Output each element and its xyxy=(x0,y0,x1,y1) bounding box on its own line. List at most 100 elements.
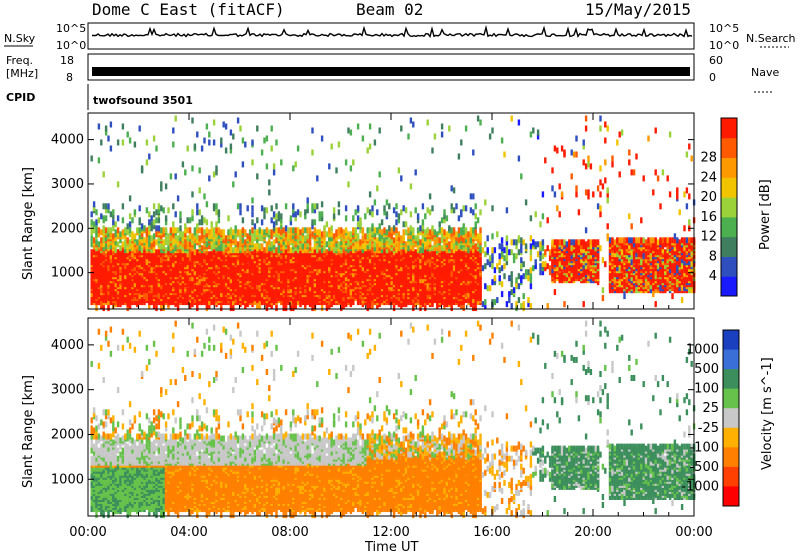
power-cell xyxy=(116,181,120,188)
power-cell xyxy=(138,279,141,286)
power-cell xyxy=(241,217,245,224)
power-cell xyxy=(179,263,182,270)
power-cell xyxy=(330,143,333,150)
power-cell xyxy=(193,227,197,234)
freq-tick-bottom: 8 xyxy=(66,71,73,84)
power-cell xyxy=(404,245,408,252)
power-cell xyxy=(196,249,199,256)
power-cell xyxy=(104,203,108,210)
power-cell xyxy=(356,243,360,250)
power-cell xyxy=(277,215,281,222)
power-cell xyxy=(116,139,120,146)
power-cell xyxy=(253,253,257,260)
power-cell xyxy=(284,249,288,256)
power-cell xyxy=(426,243,429,250)
cpid-value: twofsound 3501 xyxy=(93,94,193,107)
power-cell xyxy=(244,239,247,246)
power-cell xyxy=(229,233,233,240)
power-cell xyxy=(282,247,285,254)
power-cell xyxy=(313,249,317,256)
power-cell xyxy=(229,305,233,312)
power-cell xyxy=(196,237,199,244)
power-cell xyxy=(220,305,223,312)
power-cell xyxy=(186,239,189,246)
power-cell xyxy=(397,167,401,174)
power-cell xyxy=(205,201,209,208)
power-cell xyxy=(421,297,425,304)
power-cell xyxy=(313,207,317,214)
power-cell xyxy=(395,211,398,218)
power-cell xyxy=(332,207,336,214)
power-cell xyxy=(368,285,372,292)
power-cell xyxy=(390,271,393,278)
power-cell xyxy=(217,209,221,216)
power-cell xyxy=(169,293,173,300)
power-cell xyxy=(152,303,156,310)
power-cell xyxy=(424,241,427,248)
power-cell xyxy=(164,297,168,304)
power-cell xyxy=(332,247,336,254)
power-cell xyxy=(388,247,391,254)
power-cell xyxy=(301,269,305,276)
power-cell xyxy=(152,219,156,226)
power-cell xyxy=(253,267,257,274)
power-cell xyxy=(294,211,297,218)
power-cell xyxy=(116,231,120,238)
power-cell xyxy=(152,253,156,260)
power-cell xyxy=(136,239,139,246)
power-cell xyxy=(352,227,355,234)
power-cell xyxy=(121,229,125,236)
power-cell xyxy=(275,227,278,234)
power-cell xyxy=(131,245,134,252)
power-cell xyxy=(289,227,293,234)
power-cell xyxy=(426,207,429,214)
power-cell xyxy=(328,257,331,264)
power-cell xyxy=(215,239,218,246)
power-cell xyxy=(428,285,432,292)
power-cell xyxy=(397,245,401,252)
power-cell xyxy=(215,165,218,172)
power-cell xyxy=(157,225,161,232)
power-cell xyxy=(107,239,110,246)
power-cell xyxy=(205,227,209,234)
power-cell xyxy=(402,257,405,264)
power-cell xyxy=(140,261,144,268)
power-cell xyxy=(208,131,211,138)
power-cell xyxy=(186,235,189,242)
power-cell xyxy=(131,235,134,242)
power-cell xyxy=(433,237,437,244)
power-cell xyxy=(244,245,247,252)
power-cell xyxy=(368,227,372,234)
power-cell xyxy=(296,247,300,254)
power-cell xyxy=(157,203,161,210)
power-cell xyxy=(167,233,170,240)
power-cell xyxy=(407,245,410,252)
power-cell xyxy=(181,235,185,242)
power-cell xyxy=(337,233,341,240)
power-cell xyxy=(97,227,101,234)
power-cell xyxy=(116,265,120,272)
power-cell xyxy=(325,305,329,312)
power-cell xyxy=(392,207,396,214)
power-cell xyxy=(359,217,362,224)
power-cell xyxy=(251,273,254,280)
power-cell xyxy=(400,303,403,310)
power-cell xyxy=(232,229,235,236)
power-cell xyxy=(227,229,230,236)
power-cell xyxy=(395,247,398,254)
power-cell xyxy=(275,237,278,244)
power-cell xyxy=(215,235,218,242)
power-cell xyxy=(268,251,271,258)
power-cell xyxy=(395,285,398,292)
power-cell xyxy=(203,229,206,236)
power-cell xyxy=(294,227,297,234)
power-cell xyxy=(397,241,401,248)
power-cell xyxy=(172,247,175,254)
power-cell xyxy=(229,147,233,154)
power-cell xyxy=(212,275,216,282)
power-cell xyxy=(157,217,161,224)
power-cell xyxy=(244,229,247,236)
power-cell xyxy=(114,235,117,242)
power-cell xyxy=(284,203,288,210)
power-cell xyxy=(388,225,391,232)
